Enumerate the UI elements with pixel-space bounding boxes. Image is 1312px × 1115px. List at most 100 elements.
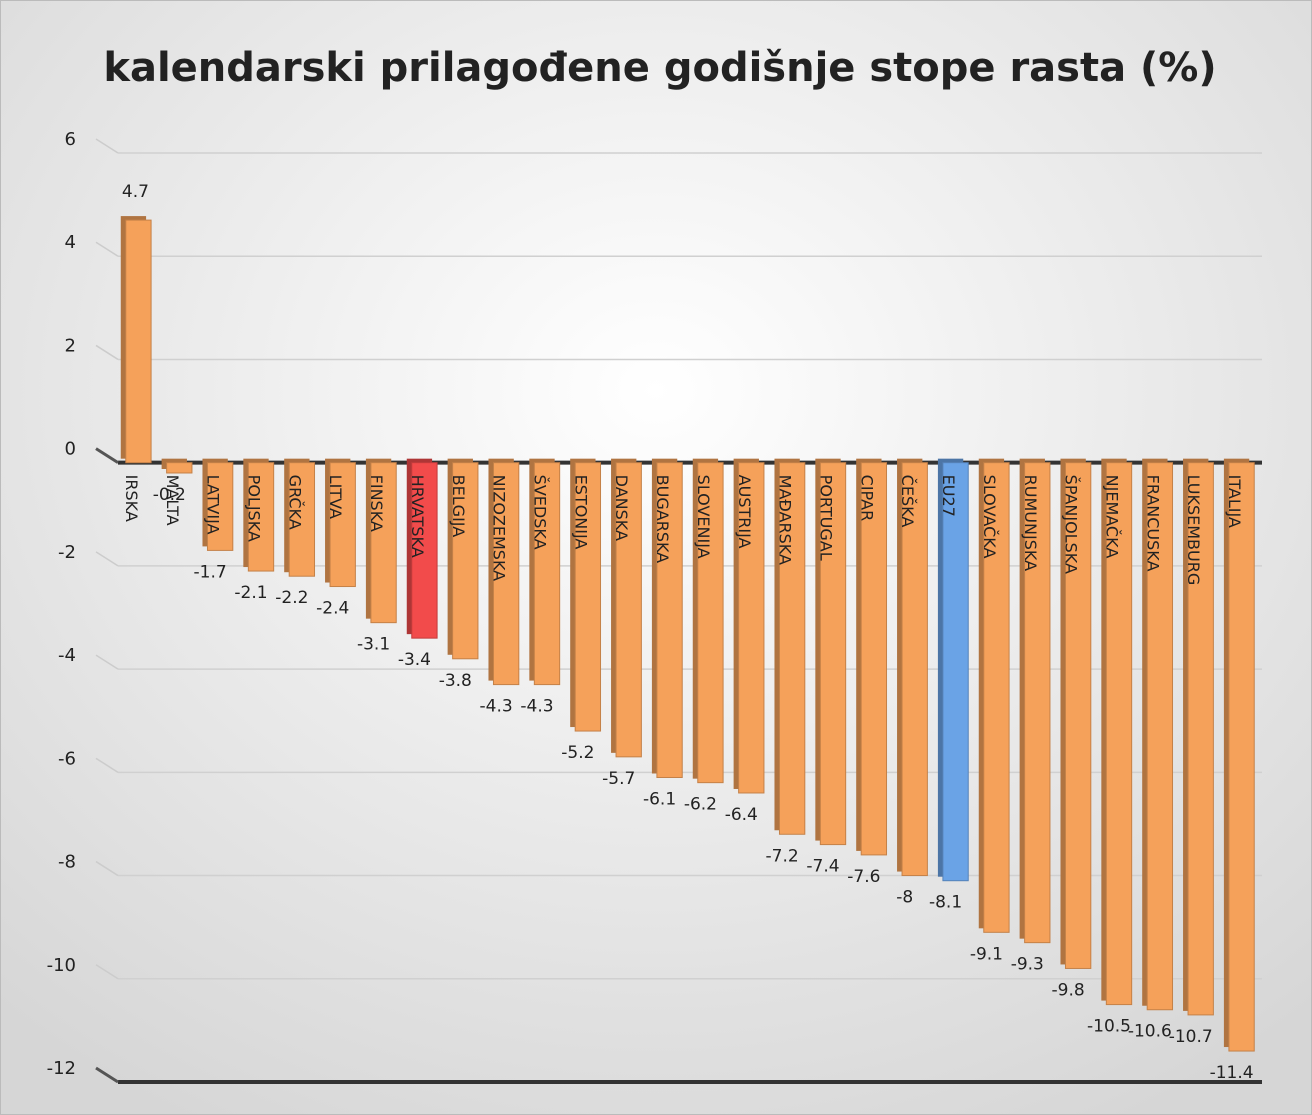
data-label: -7.6 <box>847 867 880 887</box>
data-label: -7.4 <box>806 857 839 877</box>
y-tick-label: -8 <box>58 852 76 873</box>
bar <box>411 462 438 639</box>
y-tick-label: 4 <box>65 232 76 253</box>
bar <box>206 462 234 551</box>
x-tick-label: RUMUNJSKA <box>1021 475 1040 571</box>
bar <box>901 462 928 877</box>
data-label: 4.7 <box>122 182 149 202</box>
data-label: -10.6 <box>1128 1022 1172 1042</box>
bar <box>697 462 724 784</box>
bar <box>942 462 969 882</box>
x-tick-label: BELGIJA <box>449 475 468 538</box>
y-tick-label: -2 <box>58 542 76 563</box>
x-tick-label: CIPAR <box>857 475 876 522</box>
bar <box>1187 462 1214 1016</box>
data-label: -6.4 <box>725 805 758 825</box>
data-label: -4.3 <box>520 697 553 717</box>
data-label: -9.3 <box>1011 955 1044 975</box>
data-label: -9.8 <box>1052 980 1085 1000</box>
x-tick-label: HRVATSKA <box>408 475 427 558</box>
x-tick-label: ESTONIJA <box>571 475 590 550</box>
data-label: -2.1 <box>234 583 267 603</box>
data-label: -8.1 <box>929 893 962 913</box>
y-tick-label: 6 <box>65 129 76 150</box>
y-tick-label: 0 <box>65 439 76 460</box>
data-label: -5.7 <box>602 769 635 789</box>
data-label: -8 <box>896 888 913 908</box>
x-tick-label: DANSKA <box>612 475 631 541</box>
data-label: -2.4 <box>316 599 349 619</box>
chart-title: kalendarski prilagođene godišnje stope r… <box>103 45 1216 91</box>
bar <box>615 462 642 758</box>
bar <box>819 462 847 846</box>
x-tick-label: IRSKA <box>122 475 141 522</box>
bar <box>1228 462 1255 1052</box>
x-tick-label: GRČKA <box>285 475 304 530</box>
grid-line-depth <box>95 138 119 154</box>
data-label: -10.5 <box>1087 1017 1131 1037</box>
x-tick-label: NIZOZEMSKA <box>490 475 509 581</box>
bar <box>1146 462 1174 1011</box>
bar <box>983 462 1010 933</box>
data-label: -11.4 <box>1210 1063 1254 1083</box>
bar <box>574 462 602 732</box>
bar <box>370 462 397 624</box>
data-label: -9.1 <box>970 944 1003 964</box>
y-tick-label: -6 <box>58 748 76 769</box>
bar <box>860 462 888 856</box>
bar <box>656 462 683 778</box>
grid-line-depth <box>95 344 119 361</box>
data-label: -2.2 <box>275 588 308 608</box>
bar <box>1024 462 1051 944</box>
data-label: -6.1 <box>643 789 676 809</box>
grid-line-depth <box>95 964 119 980</box>
data-label: -4.3 <box>480 697 513 717</box>
x-tick-label: ČEŠKA <box>898 475 917 528</box>
grid-line-depth <box>95 551 119 567</box>
bar <box>492 462 520 686</box>
x-tick-label: PORTUGAL <box>817 475 836 561</box>
x-tick-label: LATVIJA <box>204 475 223 535</box>
x-tick-label: BUGARSKA <box>653 475 672 564</box>
x-tick-label: ITALIJA <box>1225 475 1244 528</box>
x-tick-label: AUSTRIJA <box>735 475 754 549</box>
y-tick-label: -10 <box>47 955 76 976</box>
y-tick-label: -12 <box>47 1058 76 1079</box>
bar <box>452 462 479 660</box>
bar <box>329 462 356 588</box>
bar <box>738 462 765 794</box>
data-label: -0.2 <box>153 485 186 505</box>
x-tick-label: SLOVAČKA <box>980 475 999 559</box>
x-tick-label: FINSKA <box>367 475 386 532</box>
bar <box>166 462 193 474</box>
x-tick-label: POLJSKA <box>245 475 264 542</box>
x-tick-label: ŠVEDSKA <box>531 475 550 550</box>
data-label: -10.7 <box>1169 1027 1213 1047</box>
bar <box>1064 462 1092 969</box>
bar <box>1105 462 1133 1006</box>
grid-line-depth <box>95 654 119 670</box>
data-label: -3.1 <box>357 635 390 655</box>
bar <box>125 219 152 464</box>
grid-line-depth <box>95 757 119 773</box>
grid-line-depth <box>95 860 119 877</box>
data-label: -7.2 <box>766 846 799 866</box>
x-tick-label: NJEMAČKA <box>1103 475 1122 559</box>
x-tick-label: SLOVENIJA <box>694 475 713 559</box>
y-tick-label: -4 <box>58 645 76 666</box>
grid-line-depth <box>95 447 119 464</box>
bar <box>778 462 806 835</box>
bar <box>533 462 561 686</box>
x-tick-label: ŠPANJOLSKA <box>1062 475 1081 574</box>
x-tick-label: LITVA <box>326 475 345 519</box>
data-label: -5.2 <box>561 743 594 763</box>
x-tick-label: EU27 <box>939 475 958 517</box>
x-tick-label: LUKSEMBURG <box>1184 475 1203 586</box>
data-label: -6.2 <box>684 795 717 815</box>
grid-line-depth <box>95 241 119 257</box>
data-label: -1.7 <box>194 562 227 582</box>
data-label: -3.8 <box>439 671 472 691</box>
grid-line-depth <box>95 1066 119 1084</box>
bar <box>288 462 316 577</box>
x-tick-label: MAĐARSKA <box>776 475 795 565</box>
